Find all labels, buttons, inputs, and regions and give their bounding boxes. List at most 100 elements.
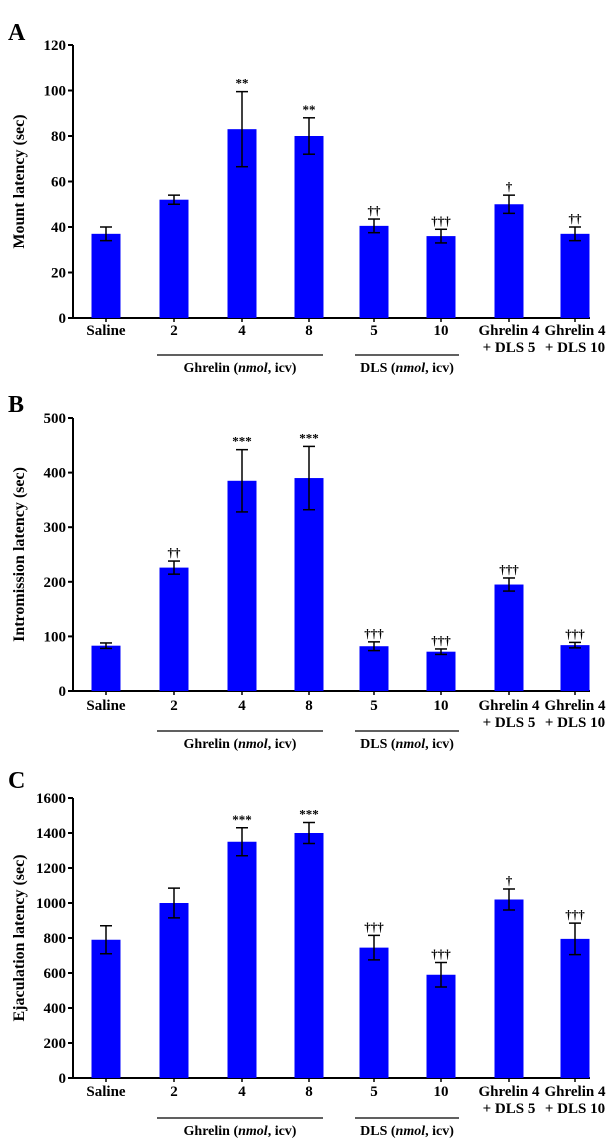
y-tick-label: 0 [59,684,67,700]
y-axis-label: Ejaculation latency (sec) [11,854,28,1021]
y-tick-label: 120 [44,38,67,54]
significance-marker: † [506,873,513,888]
x-tick-label: Saline [86,323,126,339]
y-tick-label: 1000 [36,896,66,912]
significance-marker: ††† [364,626,384,641]
bar [91,233,121,318]
significance-marker: ††† [499,562,519,577]
x-tick-label: 5 [370,1084,378,1100]
y-tick-label: 100 [44,84,67,100]
bar [227,480,257,691]
bar [294,478,324,691]
chart-panel-b: B Intromission latency (sec) 0 100 200 300 400… [8,392,606,752]
significance-marker: *** [299,430,319,445]
y-tick-label: 500 [44,411,67,427]
bar [494,584,524,691]
x-tick-label: Ghrelin 4 + DLS 10 [545,323,606,356]
y-tick-label: 0 [59,311,67,327]
y-tick-label: 800 [44,931,67,947]
panel-letter: C [8,768,25,794]
significance-marker: †† [168,545,182,560]
significance-marker: ††† [431,633,451,648]
bar [560,645,590,691]
y-tick-label: 0 [59,1071,67,1087]
significance-marker: ††† [364,919,384,934]
significance-marker: ** [303,102,316,117]
y-tick-label: 300 [44,520,67,536]
x-tick-label: 4 [238,1084,246,1100]
x-tick-label: Ghrelin 4 + DLS 5 [479,698,540,731]
bar [227,841,257,1078]
significance-marker: *** [232,434,252,449]
chart-panel-a: A Mount latency (sec) 0 20 40 60 80 100 120 Salin… [8,20,606,376]
x-tick-label: Saline [86,1084,126,1100]
y-tick-label: 60 [51,175,66,191]
x-tick-label: 2 [170,698,178,714]
significance-marker: ††† [565,626,585,641]
x-tick-label: 10 [434,323,449,339]
bar [426,651,456,691]
y-tick-label: 400 [44,466,67,482]
bar [426,974,456,1078]
x-tick-label: 8 [305,323,313,339]
x-tick-label: Saline [86,698,126,714]
bar [359,646,389,691]
significance-marker: *** [299,807,319,822]
x-tick-label: 10 [434,1084,449,1100]
bar [91,939,121,1078]
bar [560,233,590,318]
y-tick-label: 200 [44,575,67,591]
x-tick-label: 2 [170,323,178,339]
x-tick-label: Ghrelin 4 + DLS 10 [545,698,606,731]
y-tick-label: 100 [44,629,67,645]
y-tick-label: 20 [51,266,66,282]
y-tick-label: 1400 [36,826,66,842]
group-label: Ghrelin (nmol, icv) [184,1124,297,1139]
bar [294,833,324,1078]
group-label: Ghrelin (nmol, icv) [184,361,297,376]
significance-marker: ††† [431,213,451,228]
y-tick-label: 200 [44,1036,67,1052]
bar [426,236,456,318]
y-axis-label: Mount latency (sec) [11,114,28,248]
bar [494,204,524,318]
bar [159,567,189,691]
x-tick-label: 8 [305,698,313,714]
x-tick-label: Ghrelin 4 + DLS 5 [479,323,540,356]
y-tick-label: 1200 [36,861,66,877]
x-tick-label: 8 [305,1084,313,1100]
panel-letter: A [8,20,26,46]
x-tick-label: 4 [238,698,246,714]
bar [294,136,324,318]
significance-marker: † [506,179,513,194]
x-tick-label: Ghrelin 4 + DLS 5 [479,1084,540,1117]
bar [359,947,389,1078]
significance-marker: †† [368,203,382,218]
panel-letter: B [8,392,24,418]
significance-marker: ††† [431,947,451,962]
bar [159,199,189,318]
bar [91,645,121,691]
y-tick-label: 1600 [36,791,66,807]
y-tick-label: 80 [51,129,66,145]
group-label: Ghrelin (nmol, icv) [184,737,297,752]
x-tick-label: 5 [370,323,378,339]
bar [159,903,189,1078]
bar [359,225,389,318]
y-tick-label: 600 [44,966,67,982]
x-tick-label: 4 [238,323,246,339]
y-tick-label: 40 [51,220,66,236]
significance-marker: †† [569,211,583,226]
group-label: DLS (nmol, icv) [360,1124,454,1139]
x-tick-label: 2 [170,1084,178,1100]
x-tick-label: 10 [434,698,449,714]
y-tick-label: 400 [44,1001,67,1017]
x-tick-label: Ghrelin 4 + DLS 10 [545,1084,606,1117]
bar [560,938,590,1078]
significance-marker: ** [236,76,249,91]
group-label: DLS (nmol, icv) [360,361,454,376]
bar [494,899,524,1078]
y-axis-label: Intromission latency (sec) [11,467,28,642]
chart-panel-c: C Ejaculation latency (sec) 0 200 400 600 800 1… [8,768,606,1139]
